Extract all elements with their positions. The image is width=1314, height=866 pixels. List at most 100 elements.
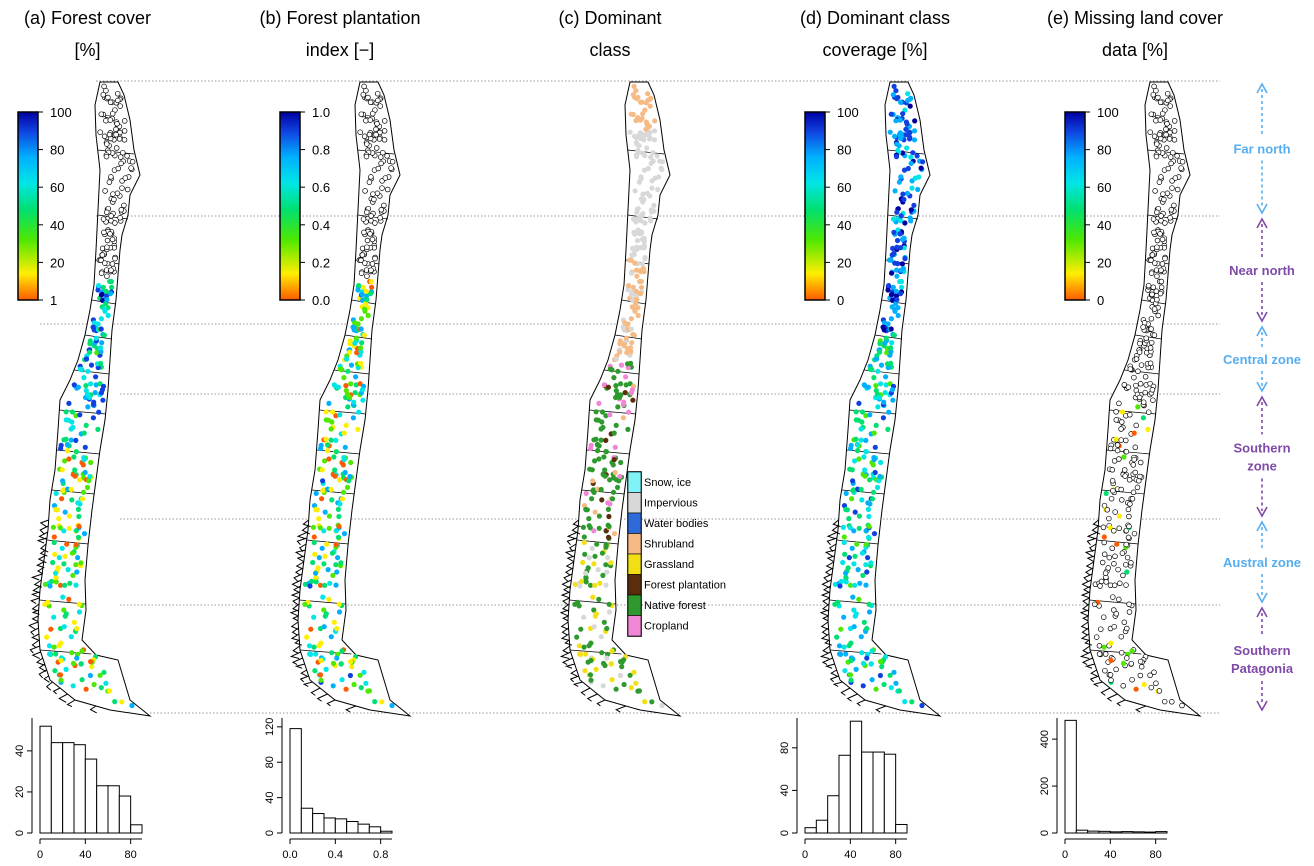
station-marker	[856, 596, 862, 603]
station-marker	[618, 362, 625, 368]
station-marker	[883, 382, 889, 388]
station-marker	[1092, 601, 1098, 608]
station-marker	[911, 202, 917, 208]
station-marker	[593, 611, 599, 617]
station-marker	[62, 509, 68, 515]
station-marker	[1101, 644, 1107, 650]
histogram-bar	[368, 826, 382, 834]
station-marker	[80, 489, 87, 495]
station-marker	[327, 580, 333, 586]
station-marker	[1148, 315, 1155, 322]
station-marker	[856, 525, 862, 531]
station-marker	[1148, 339, 1155, 346]
station-marker	[893, 680, 899, 686]
station-marker	[374, 190, 381, 197]
region-border	[887, 149, 925, 155]
station-marker	[351, 681, 357, 688]
station-marker	[75, 384, 81, 390]
station-marker	[904, 121, 910, 127]
panel-c-title: (c) Dominant class	[540, 2, 680, 66]
station-marker	[1120, 683, 1126, 689]
station-marker	[596, 456, 602, 462]
station-marker	[853, 611, 859, 617]
station-marker	[589, 467, 595, 473]
station-marker	[1121, 619, 1128, 626]
station-marker	[634, 237, 641, 244]
station-marker	[332, 473, 338, 479]
station-marker	[109, 236, 116, 243]
station-marker	[660, 159, 666, 165]
station-marker	[1120, 660, 1127, 667]
zone-label: Central zone	[1223, 352, 1301, 367]
station-marker	[1143, 335, 1149, 341]
station-marker	[885, 426, 891, 432]
colorbar-tick-label: 100	[837, 105, 859, 120]
station-marker	[586, 516, 592, 522]
station-marker	[1151, 83, 1157, 90]
zone-arrow-down-icon	[1256, 700, 1268, 712]
station-marker	[1132, 444, 1139, 451]
station-marker	[588, 445, 594, 452]
station-marker	[358, 111, 365, 117]
station-marker	[372, 699, 378, 705]
station-marker	[112, 699, 118, 705]
station-marker	[1163, 131, 1169, 138]
station-marker	[1161, 698, 1168, 705]
station-marker	[888, 326, 894, 332]
station-marker	[1141, 681, 1147, 688]
station-marker	[311, 614, 317, 620]
station-marker	[307, 583, 313, 589]
colorbar-b: 1.0 0.8 0.6 0.4 0.2 0.0	[279, 105, 330, 308]
station-marker	[582, 668, 588, 674]
station-marker	[1116, 513, 1122, 519]
station-marker	[348, 381, 354, 387]
histogram-bar	[300, 807, 314, 834]
station-marker	[583, 490, 589, 496]
station-marker	[894, 293, 900, 299]
station-marker	[363, 680, 369, 686]
histogram-bar	[357, 823, 370, 834]
histogram-bar	[1121, 831, 1134, 834]
histogram-bar	[380, 830, 393, 834]
station-marker	[102, 188, 108, 194]
station-marker	[98, 326, 104, 332]
station-marker	[115, 97, 121, 104]
station-marker	[894, 244, 900, 250]
station-marker	[618, 459, 624, 466]
station-marker	[381, 128, 388, 134]
station-marker	[360, 91, 367, 98]
station-marker	[648, 207, 654, 213]
station-marker	[619, 664, 625, 670]
station-marker	[1136, 349, 1143, 355]
station-marker	[1104, 507, 1111, 513]
colorbar-tick-label: 0.4	[312, 218, 330, 233]
station-marker	[98, 316, 104, 322]
station-marker	[79, 648, 85, 654]
station-marker	[1129, 676, 1135, 683]
station-marker	[1107, 445, 1114, 452]
histogram-bar	[1098, 830, 1111, 834]
station-marker	[120, 149, 126, 156]
legend-swatch	[627, 553, 642, 575]
station-marker	[577, 583, 583, 589]
station-marker	[603, 413, 609, 419]
station-marker	[112, 220, 118, 226]
colorbar-tick-label: 0.6	[312, 180, 330, 195]
station-marker	[321, 624, 327, 630]
station-marker	[612, 444, 618, 450]
station-marker	[347, 341, 353, 347]
station-marker	[70, 660, 77, 667]
station-marker	[590, 478, 596, 484]
station-marker	[66, 525, 72, 531]
station-marker	[604, 569, 610, 575]
station-marker	[334, 655, 340, 661]
station-marker	[890, 216, 897, 222]
station-marker	[312, 668, 318, 674]
station-marker	[106, 131, 113, 138]
station-marker	[53, 490, 59, 496]
station-marker	[98, 270, 105, 276]
station-marker	[73, 413, 79, 419]
station-marker	[610, 489, 617, 495]
station-marker	[865, 534, 872, 541]
station-marker	[48, 626, 54, 632]
